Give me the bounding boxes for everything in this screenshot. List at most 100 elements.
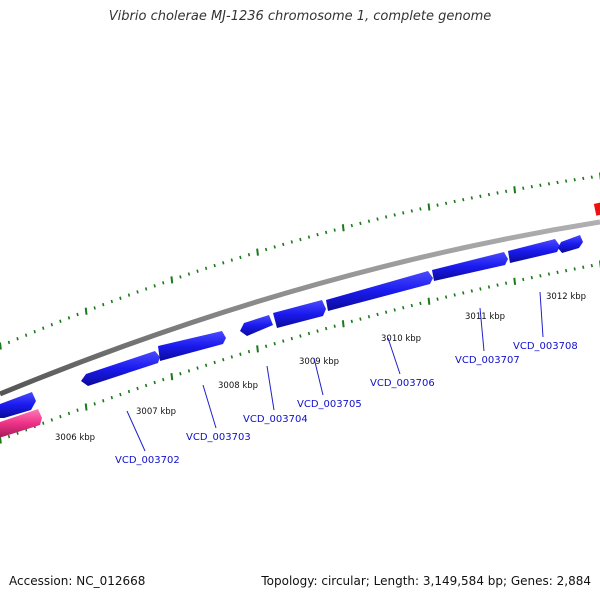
minor-tick-mark — [24, 333, 28, 337]
minor-tick-mark — [436, 203, 439, 207]
minor-tick-mark — [102, 302, 105, 307]
gene-feature[interactable] — [81, 351, 160, 386]
minor-tick-mark — [76, 408, 79, 412]
rna-feature[interactable] — [593, 202, 600, 216]
minor-tick-mark — [264, 344, 268, 348]
minor-tick-mark — [16, 431, 19, 435]
reverse-gene-feature[interactable] — [0, 409, 42, 437]
kbp-tick-label: 3006 kbp — [55, 433, 95, 443]
gene-label[interactable]: VCD_003708 — [513, 341, 578, 352]
minor-tick-mark — [590, 263, 594, 268]
minor-tick-mark — [436, 297, 439, 301]
minor-tick-mark — [419, 207, 422, 211]
gene-label[interactable]: VCD_003707 — [455, 355, 520, 366]
major-tick-mark — [341, 224, 345, 232]
gene-feature[interactable] — [508, 239, 560, 263]
minor-tick-mark — [316, 233, 319, 237]
gene-label[interactable]: VCD_003705 — [297, 399, 362, 410]
minor-tick-mark — [230, 355, 234, 359]
minor-tick-mark — [299, 334, 302, 338]
minor-tick-mark — [487, 192, 491, 197]
minor-tick-mark — [162, 377, 165, 382]
minor-tick-mark — [359, 317, 362, 321]
genome-summary: Topology: circular; Length: 3,149,584 bp… — [261, 574, 591, 588]
gene-label[interactable]: VCD_003704 — [243, 414, 308, 425]
minor-tick-mark — [282, 339, 285, 343]
minor-tick-mark — [16, 337, 19, 341]
minor-tick-mark — [384, 310, 388, 314]
major-tick-mark — [427, 203, 431, 211]
gene-label-leaders — [126, 291, 544, 452]
kbp-tick-row — [0, 260, 600, 444]
gene-feature[interactable] — [326, 271, 433, 311]
minor-tick-mark — [462, 197, 465, 202]
minor-tick-mark — [76, 312, 79, 317]
major-tick-mark — [170, 276, 174, 284]
kbp-tick-label: 3010 kbp — [381, 334, 421, 344]
minor-tick-mark — [102, 399, 105, 403]
minor-tick-mark — [119, 392, 122, 397]
minor-tick-mark — [496, 191, 499, 195]
minor-tick-mark — [153, 380, 156, 385]
kbp-tick-label: 3008 kbp — [218, 381, 258, 391]
minor-tick-mark — [539, 274, 542, 278]
minor-tick-mark — [213, 360, 216, 365]
gene-feature[interactable] — [432, 252, 508, 281]
minor-tick-mark — [504, 281, 508, 285]
major-tick-mark — [256, 345, 259, 353]
minor-tick-mark — [136, 290, 139, 294]
minor-tick-mark — [453, 293, 456, 297]
minor-tick-mark — [67, 411, 71, 416]
outer-tick-row — [0, 172, 600, 350]
gene-feature[interactable] — [240, 315, 273, 336]
major-tick-mark — [256, 248, 259, 256]
minor-tick-mark — [547, 272, 551, 276]
minor-tick-mark — [247, 349, 251, 354]
minor-tick-mark — [496, 283, 499, 287]
minor-tick-mark — [93, 306, 96, 310]
gene-feature[interactable] — [0, 392, 36, 418]
minor-tick-mark — [7, 340, 11, 345]
minor-tick-mark — [590, 175, 594, 179]
minor-tick-mark — [50, 322, 54, 327]
minor-tick-mark — [462, 291, 465, 295]
gene-label[interactable]: VCD_003702 — [115, 455, 180, 466]
minor-tick-mark — [333, 324, 336, 328]
chromosome-backbone — [0, 219, 600, 397]
major-tick-mark — [0, 436, 2, 444]
minor-tick-mark — [324, 230, 328, 235]
minor-tick-mark — [393, 308, 396, 312]
gene-label[interactable]: VCD_003706 — [370, 378, 435, 389]
minor-tick-mark — [299, 237, 302, 242]
minor-tick-mark — [556, 180, 559, 185]
gene-feature[interactable] — [158, 331, 226, 361]
minor-tick-mark — [110, 299, 114, 304]
minor-tick-mark — [402, 306, 405, 310]
minor-tick-mark — [376, 312, 379, 317]
minor-tick-mark — [93, 402, 96, 406]
minor-tick-mark — [222, 357, 225, 362]
minor-tick-mark — [144, 383, 148, 388]
minor-tick-mark — [7, 434, 11, 439]
gene-feature[interactable] — [273, 300, 326, 328]
minor-tick-mark — [556, 270, 559, 275]
gene-feature[interactable] — [558, 235, 583, 253]
minor-tick-mark — [367, 219, 371, 223]
minor-tick-mark — [162, 281, 165, 285]
minor-tick-mark — [307, 235, 311, 239]
gene-label[interactable]: VCD_003703 — [186, 432, 251, 443]
minor-tick-mark — [470, 289, 474, 293]
minor-tick-mark — [42, 326, 45, 330]
minor-tick-mark — [196, 269, 199, 273]
major-tick-mark — [341, 320, 345, 328]
minor-tick-mark — [144, 287, 148, 291]
major-tick-mark — [84, 307, 88, 315]
minor-tick-mark — [213, 263, 216, 268]
minor-tick-mark — [504, 189, 508, 194]
minor-tick-mark — [350, 319, 354, 324]
kbp-tick-label: 3009 kbp — [299, 357, 339, 367]
kbp-labels: 3006 kbp 3007 kbp 3008 kbp 3009 kbp 3010… — [55, 292, 586, 443]
minor-tick-mark — [127, 293, 131, 297]
minor-tick-mark — [50, 418, 54, 422]
